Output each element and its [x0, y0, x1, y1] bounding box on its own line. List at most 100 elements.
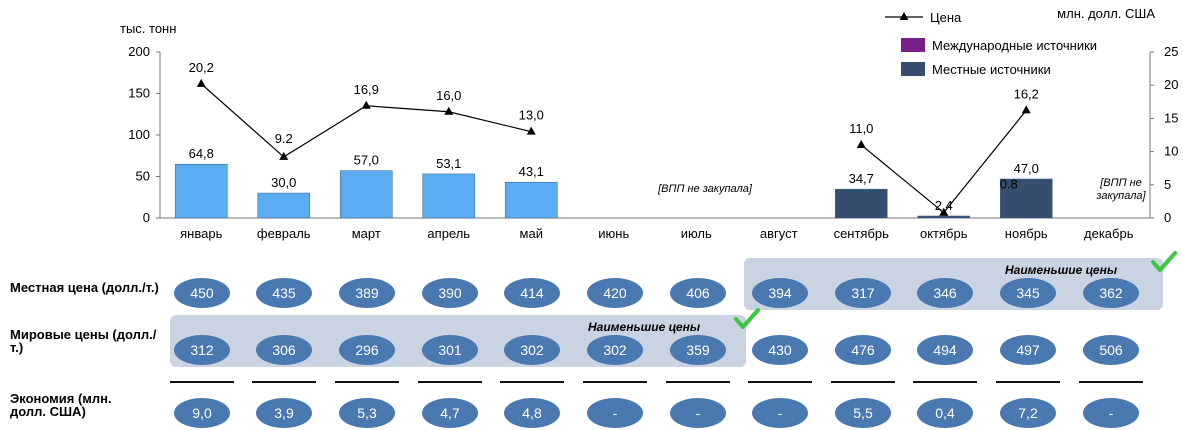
right-tick-label: 5: [1164, 177, 1171, 192]
price-point: [1022, 105, 1031, 113]
local-price-pill: 345: [1000, 278, 1056, 308]
legend-label: Местные источники: [932, 62, 1051, 77]
price-value-label: 0.8: [1000, 177, 1018, 192]
separator-line: [666, 381, 730, 383]
savings-pill: -: [752, 398, 808, 428]
right-tick-label: 10: [1164, 144, 1178, 159]
local-price-row: 450 435 389 390 414 420 406 394 317 346 345 362: [0, 278, 1183, 308]
local-price-pill: 435: [256, 278, 312, 308]
check-icon: [1150, 250, 1178, 274]
price-value-label: 16,0: [436, 88, 461, 103]
world-price-pill: 430: [752, 335, 808, 365]
price-value-label: 9.2: [275, 131, 293, 146]
legend-triangle-icon: [900, 12, 909, 20]
bar: [835, 189, 887, 218]
separator-row: [0, 380, 1183, 384]
price-point: [444, 107, 453, 115]
bars: 64,830,057,0 53,143,1 34,72,447,0: [175, 146, 1052, 218]
x-tick-label: март: [352, 226, 381, 241]
world-price-pill: 296: [339, 335, 395, 365]
local-price-pill: 420: [587, 278, 643, 308]
bar-value-label: 57,0: [354, 153, 379, 168]
x-tick-label: июль: [681, 226, 712, 241]
price-value-label: 11,0: [849, 121, 873, 136]
world-price-pill: 506: [1083, 335, 1139, 365]
world-price-pill: 302: [504, 335, 560, 365]
world-price-pill: 359: [670, 335, 726, 365]
savings-pill: 4,7: [422, 398, 478, 428]
legend-swatch: [901, 38, 925, 52]
world-highlight-text: Наименьшие цены: [588, 320, 700, 334]
x-tick-label: январь: [180, 226, 222, 241]
local-price-pill: 450: [174, 278, 230, 308]
x-tick-label: апрель: [427, 226, 470, 241]
separator-line: [418, 381, 482, 383]
price-value-label: 20,2: [189, 60, 214, 75]
local-price-pill: 389: [339, 278, 395, 308]
left-tick-label: 150: [128, 86, 150, 101]
bar-value-label: 53,1: [436, 156, 461, 171]
right-tick-label: 20: [1164, 77, 1178, 92]
chart: тыс. тонн млн. долл. США 050100150200051…: [0, 0, 1183, 245]
left-tick-label: 200: [128, 44, 150, 59]
world-price-row: 312 306 296 301 302 302 359 430 476 494 497 506: [0, 335, 1183, 365]
savings-pill: 3,9: [256, 398, 312, 428]
savings-pill: 9,0: [174, 398, 230, 428]
x-tick-label: май: [520, 226, 543, 241]
left-axis-title: тыс. тонн: [120, 21, 176, 36]
right-axis-title: млн. долл. США: [1057, 6, 1155, 21]
local-highlight-text: Наименьшие цены: [1005, 263, 1117, 277]
savings-pill: -: [670, 398, 726, 428]
legend-label: Международные источники: [932, 38, 1097, 53]
separator-line: [170, 381, 234, 383]
left-tick-label: 100: [128, 127, 150, 142]
separator-line: [335, 381, 399, 383]
local-price-pill: 346: [917, 278, 973, 308]
left-tick-label: 0: [143, 210, 150, 225]
bar: [340, 171, 392, 218]
savings-pill: 4,8: [504, 398, 560, 428]
local-price-pill: 394: [752, 278, 808, 308]
separator-line: [252, 381, 316, 383]
savings-pill: 5,3: [339, 398, 395, 428]
price-point: [362, 101, 371, 109]
left-tick-label: 50: [136, 169, 150, 184]
price-line: 20,29.216,9 16,013,011,00.816,2: [189, 60, 1039, 216]
x-tick-label: август: [760, 226, 798, 241]
bar-value-label: 43,1: [519, 164, 544, 179]
separator-line: [583, 381, 647, 383]
price-point: [197, 79, 206, 87]
world-price-pill: 301: [422, 335, 478, 365]
check-icon: [733, 307, 761, 331]
price-point: [857, 140, 866, 148]
separator-line: [996, 381, 1060, 383]
no-purchase-note: [ВПП не: [1099, 177, 1142, 189]
local-price-pill: 414: [504, 278, 560, 308]
local-price-pill: 362: [1083, 278, 1139, 308]
legend-swatch: [901, 62, 925, 76]
bar: [175, 164, 227, 218]
bar: [918, 216, 970, 218]
savings-pill: 5,5: [835, 398, 891, 428]
bar-value-label: 34,7: [849, 171, 874, 186]
right-tick-label: 15: [1164, 110, 1178, 125]
bar: [505, 182, 557, 218]
x-tick-label: июнь: [598, 226, 629, 241]
no-purchase-note: [ВПП не закупала]: [657, 183, 753, 195]
x-tick-label: сентябрь: [834, 226, 890, 241]
separator-line: [831, 381, 895, 383]
x-tick-label: октябрь: [920, 226, 968, 241]
savings-pill: -: [1083, 398, 1139, 428]
local-price-pill: 317: [835, 278, 891, 308]
separator-line: [1079, 381, 1143, 383]
world-price-pill: 312: [174, 335, 230, 365]
world-price-pill: 494: [917, 335, 973, 365]
savings-row: 9,0 3,9 5,3 4,7 4,8- - -5,5 0,4 7,2-: [0, 398, 1183, 428]
x-tick-label: февраль: [257, 226, 311, 241]
x-tick-label: декабрь: [1084, 226, 1134, 241]
world-price-pill: 476: [835, 335, 891, 365]
local-price-pill: 406: [670, 278, 726, 308]
price-value-label: 13,0: [519, 108, 544, 123]
bar-value-label: 30,0: [271, 175, 296, 190]
bar: [258, 193, 310, 218]
